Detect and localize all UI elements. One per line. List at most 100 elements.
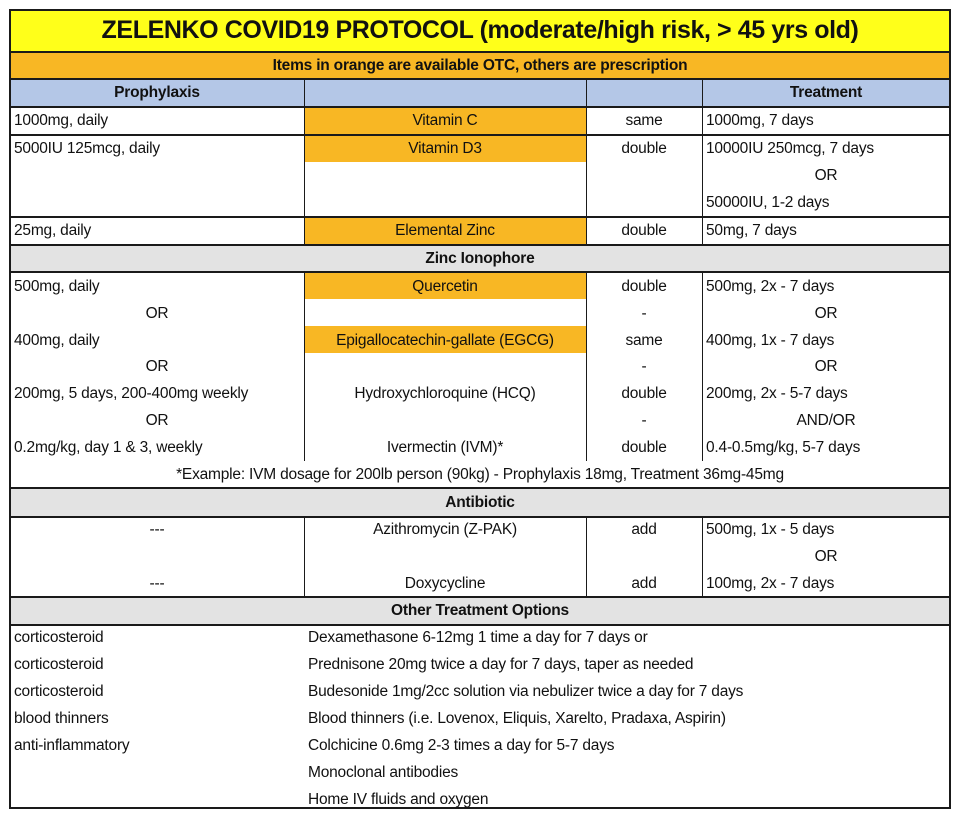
treatment-option: Dexamethasone 6-12mg 1 time a day for 7 …: [308, 629, 648, 646]
dose-change: same: [625, 112, 663, 129]
treatment-dose: 50000IU, 1-2 days: [706, 194, 830, 211]
medication-name: [304, 543, 586, 570]
section-background: [10, 598, 950, 624]
column-header-prophylaxis: Prophylaxis: [114, 84, 200, 101]
treatment-option: Home IV fluids and oxygen: [308, 791, 489, 808]
section-title-zinc-ionophore: Zinc Ionophore: [425, 250, 535, 267]
otc-highlight: [304, 135, 586, 162]
treatment-option: Prednisone 20mg twice a day for 7 days, …: [308, 656, 694, 673]
medication-name: Elemental Zinc: [395, 222, 495, 239]
divider: [304, 516, 305, 596]
dose-change: same: [625, 331, 663, 349]
divider: [9, 487, 951, 489]
header-background: [10, 79, 950, 106]
divider: [9, 624, 951, 626]
medication-name: Doxycycline: [404, 575, 486, 592]
dose-change: [586, 543, 702, 570]
dose-change: -: [641, 304, 647, 322]
treatment-category: blood thinners: [14, 710, 109, 727]
prophylaxis-dose: OR: [145, 358, 169, 376]
prophylaxis-dose: ---: [149, 575, 165, 592]
medication-name: Hydroxychloroquine (HCQ): [354, 385, 536, 403]
divider: [586, 516, 587, 596]
dose-change: -: [641, 412, 647, 429]
divider: [9, 134, 951, 136]
prophylaxis-dose: OR: [145, 412, 169, 429]
column-header-change: [586, 79, 702, 106]
treatment-dose: AND/OR: [796, 412, 856, 429]
medication-name: Epigallocatechin-gallate (EGCG): [336, 331, 554, 349]
divider: [949, 9, 951, 809]
divider: [304, 271, 305, 461]
banner-background: [10, 52, 950, 78]
treatment-category: [10, 759, 304, 786]
treatment-dose: 10000IU 250mcg, 7 days: [706, 140, 874, 157]
divider: [702, 271, 703, 461]
treatment-dose: 100mg, 2x - 7 days: [706, 575, 835, 592]
prophylaxis-dose: 1000mg, daily: [14, 112, 108, 129]
divider: [9, 807, 951, 809]
treatment-option: Monoclonal antibodies: [308, 764, 459, 781]
otc-highlight: [304, 107, 586, 134]
divider: [702, 516, 703, 596]
dose-change: double: [621, 385, 667, 403]
divider: [9, 596, 951, 598]
dose-change: double: [621, 278, 667, 295]
treatment-option: Colchicine 0.6mg 2-3 times a day for 5-7…: [308, 737, 615, 754]
otc-highlight: [304, 326, 586, 353]
divider: [9, 216, 951, 218]
dose-change: double: [621, 222, 667, 239]
treatment-option: Blood thinners (i.e. Lovenox, Eliquis, X…: [308, 710, 726, 727]
divider: [9, 106, 951, 108]
treatment-dose: 500mg, 2x - 7 days: [706, 278, 835, 295]
prophylaxis-dose: 25mg, daily: [14, 222, 92, 239]
treatment-dose: OR: [814, 167, 838, 184]
section-background: [10, 489, 950, 516]
divider: [9, 9, 951, 11]
divider: [586, 78, 587, 244]
treatment-category: corticosteroid: [14, 656, 104, 673]
medication-name: [304, 407, 586, 434]
medication-name: Vitamin D3: [408, 140, 482, 157]
otc-highlight: [304, 217, 586, 244]
otc-note: Items in orange are available OTC, other…: [272, 57, 688, 74]
prophylaxis-dose: 200mg, 5 days, 200-400mg weekly: [14, 385, 249, 403]
divider: [9, 78, 951, 80]
prophylaxis-dose: 500mg, daily: [14, 278, 100, 295]
treatment-category: corticosteroid: [14, 629, 104, 646]
treatment-category: corticosteroid: [14, 683, 104, 700]
divider: [9, 516, 951, 518]
ivm-footnote: *Example: IVM dosage for 200lb person (9…: [176, 466, 784, 483]
divider: [9, 9, 11, 809]
treatment-dose: OR: [814, 548, 838, 565]
divider: [702, 78, 703, 244]
section-title-other-treatment: Other Treatment Options: [391, 602, 569, 619]
medication-name: Ivermectin (IVM)*: [386, 438, 504, 456]
treatment-dose: 200mg, 2x - 5-7 days: [706, 385, 848, 403]
page-title: ZELENKO COVID19 PROTOCOL (moderate/high …: [101, 16, 859, 44]
title-background: [10, 10, 950, 51]
treatment-dose: OR: [814, 358, 838, 376]
medication-name: [304, 300, 586, 327]
prophylaxis-dose: [10, 543, 304, 570]
dose-change: double: [621, 140, 667, 157]
section-title-antibiotic: Antibiotic: [445, 494, 515, 511]
treatment-dose: 400mg, 1x - 7 days: [706, 331, 835, 349]
treatment-category: [10, 786, 304, 813]
divider: [9, 244, 951, 246]
treatment-option: Budesonide 1mg/2cc solution via nebulize…: [308, 683, 744, 700]
medication-name: Quercetin: [412, 278, 478, 295]
treatment-dose: 500mg, 1x - 5 days: [706, 521, 835, 538]
medication-name: [304, 353, 586, 380]
section-background: [10, 245, 950, 271]
prophylaxis-dose: 400mg, daily: [14, 331, 100, 349]
column-header-treatment: Treatment: [789, 84, 863, 101]
divider: [9, 271, 951, 273]
divider: [304, 78, 305, 244]
prophylaxis-dose: OR: [145, 304, 169, 322]
dose-change: add: [631, 575, 657, 592]
medication-name: Vitamin C: [412, 112, 478, 129]
treatment-category: anti-inflammatory: [14, 737, 130, 754]
medication-name: Azithromycin (Z-PAK): [373, 521, 517, 538]
divider: [586, 271, 587, 461]
